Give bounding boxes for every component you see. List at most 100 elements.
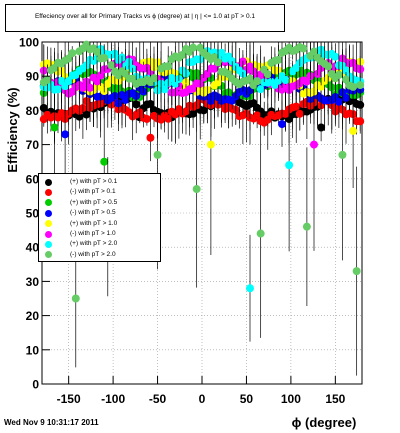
timestamp: Wed Nov 9 10:31:17 2011 [4,418,99,427]
data-point [285,161,294,170]
data-point [100,54,109,63]
data-point [153,150,162,159]
data-point [164,62,173,71]
legend-item: (-) with pT > 0.1 [39,187,160,197]
y-tick-label: 0 [32,378,39,392]
legend-label: (-) with pT > 0.1 [70,188,116,196]
data-point [50,123,59,132]
data-point [214,58,222,67]
data-point [107,61,116,70]
data-point [278,120,286,129]
legend-marker [45,199,52,207]
legend-marker [45,209,52,217]
data-point [68,49,77,58]
data-point [57,109,66,118]
legend-marker [45,178,52,186]
data-point [93,77,102,86]
chart-title-box: Effeciency over all for Primary Tracks v… [5,4,285,32]
data-point [349,126,358,135]
data-point [281,76,290,85]
data-point [164,114,173,123]
data-point [342,75,350,84]
legend-label: (+) with pT > 2.0 [70,240,118,248]
data-point [317,82,326,91]
legend-item: (+) with pT > 2.0 [39,239,160,249]
y-axis-label: Efficiency (%) [5,87,20,172]
data-point [217,48,226,57]
data-point [178,50,187,59]
data-point [192,185,201,194]
y-tick-label: 10 [26,343,40,357]
data-point [96,71,105,80]
x-tick-label: 50 [240,392,254,406]
data-point [78,83,87,92]
x-tick-label: 150 [325,392,345,406]
data-point [54,85,62,94]
x-tick-label: -100 [101,392,125,406]
x-tick-label: -150 [57,392,81,406]
data-point [274,55,283,64]
y-tick-label: 30 [26,275,40,289]
x-axis-label: ϕ (degree) [292,415,357,430]
axis-ticks: 0 10 20 30 40 50 60 70 80 90 100 -150 -100 -50 0 50 100 1… [19,36,346,407]
y-tick-label: 80 [26,104,40,118]
y-tick-label: 60 [26,172,40,186]
y-tick-label: 20 [26,309,40,323]
legend-label: (+) with pT > 0.5 [70,198,118,206]
data-point [150,74,158,83]
data-point [146,133,155,142]
legend-label: (-) with pT > 2.0 [70,250,116,258]
y-tick-label: 90 [26,70,40,84]
chart-title: Effeciency over all for Primary Tracks v… [34,13,256,20]
data-points [39,40,365,376]
data-point [160,85,169,94]
data-point [206,140,215,149]
data-point [342,93,350,102]
legend-marker [45,220,52,228]
data-point [310,47,318,56]
data-point [310,140,318,149]
x-tick-label: 100 [281,392,301,406]
data-point [292,102,301,111]
x-tick-label: -50 [149,392,167,406]
legend-item: (+) with pT > 0.1 [39,177,160,187]
data-point [263,70,272,79]
y-tick-label: 70 [26,138,40,152]
data-point [295,109,304,118]
data-point [356,81,365,90]
data-point [299,44,308,53]
data-point [317,123,326,132]
data-point [246,284,254,293]
data-point [43,75,52,84]
legend-item: (-) with pT > 2.0 [39,250,160,260]
data-point [331,52,340,61]
legend: (+) with pT > 0.1 (-) with pT > 0.1 (+) wi… [38,173,161,262]
data-point [349,82,358,91]
legend-item: (-) with pT > 1.0 [39,229,160,239]
y-tick-label: 40 [26,241,40,255]
data-point [334,97,343,106]
data-point [338,150,347,159]
data-point [100,157,109,166]
legend-item: (-) with pT > 0.5 [39,208,160,218]
legend-label: (+) with pT > 0.1 [70,178,118,185]
data-point [334,70,343,79]
data-point [302,222,311,231]
y-tick-label: 50 [26,207,40,221]
data-point [256,229,265,238]
data-point [356,117,365,126]
data-point [61,130,70,139]
data-point [342,66,350,75]
legend-marker [45,188,52,196]
legend-item: (+) with pT > 1.0 [39,219,160,229]
legend-marker [45,240,52,248]
legend-marker [45,251,52,259]
x-tick-label: 0 [199,392,206,406]
data-point [189,43,198,52]
data-point [142,114,151,123]
data-point [71,294,80,303]
data-point [253,111,262,120]
legend-label: (-) with pT > 1.0 [70,230,116,237]
data-point [246,74,254,83]
